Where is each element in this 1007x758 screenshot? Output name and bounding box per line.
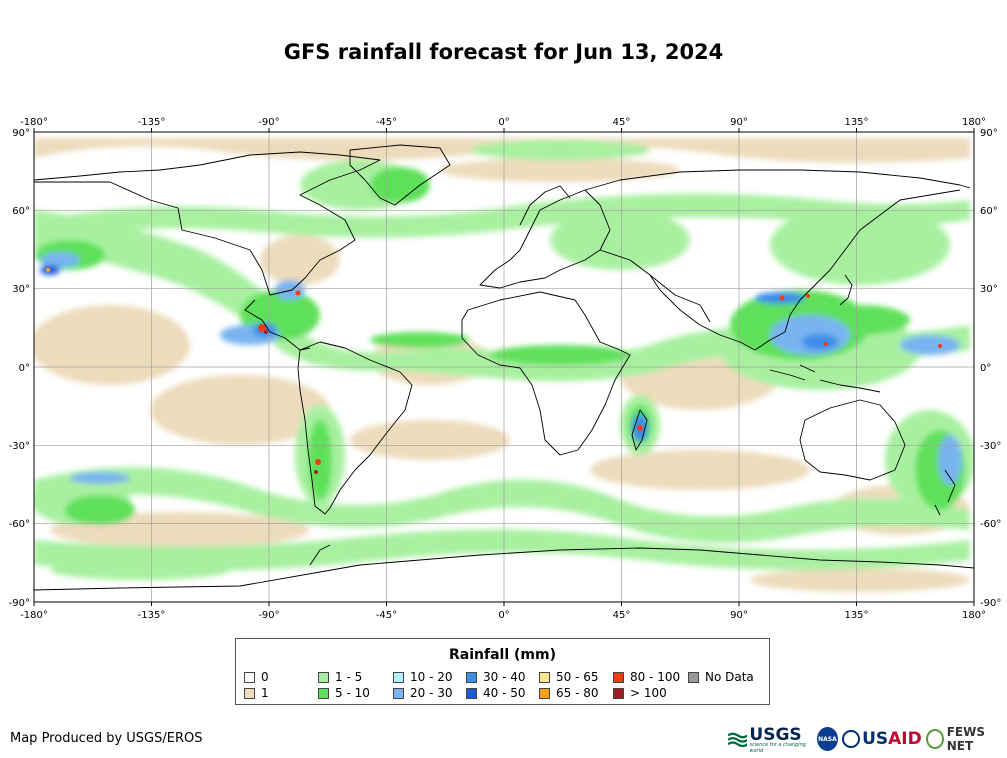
legend-swatch <box>539 671 550 683</box>
legend-swatch <box>613 687 624 699</box>
fews-leaf-icon <box>925 729 944 749</box>
legend-item: > 100 <box>613 686 667 700</box>
lat-tick-label: -60° <box>9 519 30 530</box>
legend-item: 50 - 65 <box>539 670 599 684</box>
usgs-logo: USGS science for a changing world <box>728 725 813 754</box>
usaid-seal-icon <box>842 730 861 748</box>
legend-item: 40 - 50 <box>466 686 526 700</box>
usgs-waves-icon <box>728 732 748 747</box>
legend-swatch <box>613 671 624 683</box>
lat-labels-right: 90° 60° 30° 0° -30° -60° -90° <box>980 128 1001 609</box>
map-title: GFS rainfall forecast for Jun 13, 2024 <box>283 40 724 64</box>
legend-swatch <box>318 671 329 683</box>
south-america-outline <box>297 341 413 515</box>
asia-outline <box>584 169 971 351</box>
madagascar-outline <box>631 409 648 451</box>
lat-tick-label: -90° <box>980 598 1001 609</box>
north-america-outline <box>33 151 381 296</box>
africa-outline <box>461 291 631 456</box>
nasa-logo: NASA <box>816 727 839 751</box>
legend-swatch <box>466 687 477 699</box>
lon-tick-label: 90° <box>730 610 748 621</box>
europe-outline <box>479 189 611 289</box>
lat-tick-label: -30° <box>980 441 1001 452</box>
lat-tick-label: 90° <box>980 128 998 139</box>
legend-item: 80 - 100 <box>613 670 680 684</box>
fews-net-logo: FEWS NET <box>925 725 1007 753</box>
lon-tick-label: 45° <box>613 610 631 621</box>
legend-swatch <box>539 687 550 699</box>
legend-swatch <box>393 687 404 699</box>
legend-item: 20 - 30 <box>393 686 453 700</box>
legend-item: 65 - 80 <box>539 686 599 700</box>
lat-tick-label: 30° <box>980 284 998 295</box>
legend-swatch <box>318 687 329 699</box>
lat-tick-label: 0° <box>19 363 30 374</box>
legend-item: 1 - 5 <box>318 670 362 684</box>
lat-tick-label: 0° <box>980 363 991 374</box>
legend-swatch <box>688 671 699 683</box>
legend-swatch <box>244 671 255 683</box>
lon-tick-label: 45° <box>613 117 631 128</box>
legend-swatch <box>393 671 404 683</box>
lon-tick-label: -45° <box>376 610 397 621</box>
lon-tick-label: 135° <box>844 610 868 621</box>
lon-tick-label: -180° <box>20 610 48 621</box>
lon-tick-label: 0° <box>498 117 509 128</box>
heavy-rain-cores <box>46 268 942 474</box>
graticule <box>34 132 974 602</box>
rainfall-legend: Rainfall (mm) 0 1 1 - 5 5 - 10 10 - 20 2… <box>235 638 770 705</box>
lon-tick-label: -135° <box>138 610 166 621</box>
legend-swatch <box>244 687 255 699</box>
usaid-logo: US AID <box>842 729 922 749</box>
rainfall-map: -180° -135° -90° -45° 0° 45° 90° 135° 18… <box>0 110 1007 630</box>
lon-labels-bottom: -180° -135° -90° -45° 0° 45° 90° 135° 18… <box>20 610 986 621</box>
lat-tick-label: 30° <box>12 284 30 295</box>
lon-labels-top: -180° -135° -90° -45° 0° 45° 90° 135° 18… <box>20 117 986 128</box>
legend-swatch <box>466 671 477 683</box>
lat-tick-label: -60° <box>980 519 1001 530</box>
lat-tick-label: 60° <box>12 206 30 217</box>
lon-tick-label: 180° <box>962 610 986 621</box>
legend-item: No Data <box>688 670 754 684</box>
map-credit: Map Produced by USGS/EROS <box>10 731 203 746</box>
legend-item: 0 <box>244 670 269 684</box>
lat-tick-label: 60° <box>980 206 998 217</box>
legend-item: 1 <box>244 686 269 700</box>
legend-item: 5 - 10 <box>318 686 370 700</box>
lon-tick-label: -135° <box>138 117 166 128</box>
legend-item: 10 - 20 <box>393 670 453 684</box>
lat-tick-label: 90° <box>12 128 30 139</box>
lon-tick-label: -90° <box>258 610 279 621</box>
greenland-outline <box>349 144 451 206</box>
legend-title: Rainfall (mm) <box>449 647 556 663</box>
legend-item: 30 - 40 <box>466 670 526 684</box>
lon-tick-label: -90° <box>258 117 279 128</box>
lon-tick-label: -180° <box>20 117 48 128</box>
partner-logos: USGS science for a changing world NASA U… <box>728 724 1007 754</box>
rainfall-field <box>34 138 974 592</box>
tick-marks <box>33 128 975 606</box>
lon-tick-label: 135° <box>844 117 868 128</box>
lat-tick-label: -30° <box>9 441 30 452</box>
lat-labels-left: 90° 60° 30° 0° -30° -60° -90° <box>9 128 30 609</box>
antarctica-outline <box>33 547 975 591</box>
coastlines <box>33 144 975 591</box>
lon-tick-label: 0° <box>498 610 509 621</box>
lon-tick-label: -45° <box>376 117 397 128</box>
lon-tick-label: 90° <box>730 117 748 128</box>
lat-tick-label: -90° <box>9 598 30 609</box>
australia-outline <box>799 399 906 481</box>
lon-tick-label: 180° <box>962 117 986 128</box>
